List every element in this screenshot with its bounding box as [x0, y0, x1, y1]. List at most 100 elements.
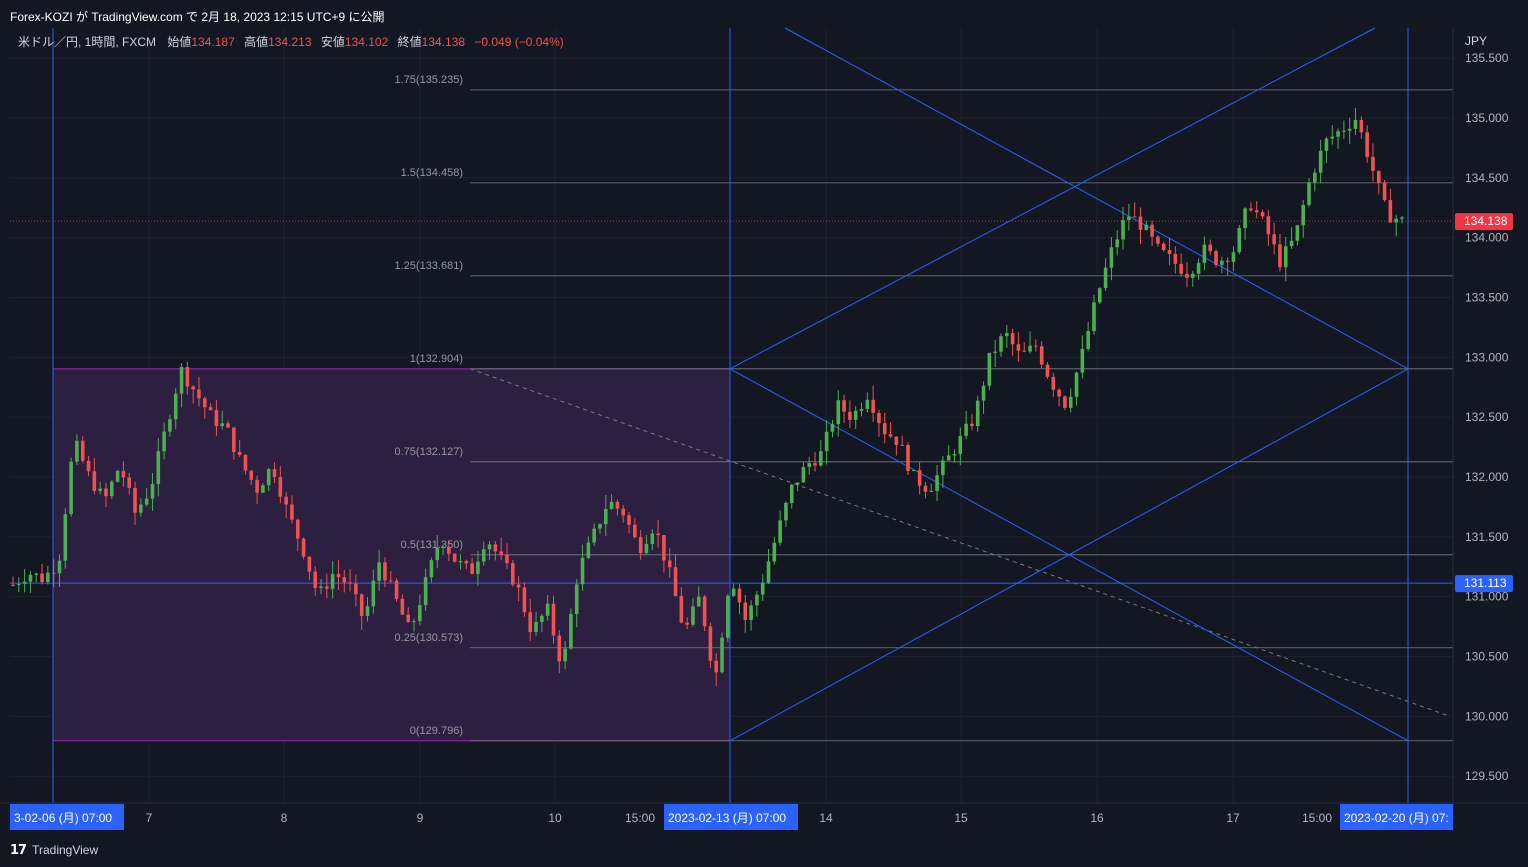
price-tick: 133.500 — [1465, 291, 1509, 305]
time-axis[interactable]: 3-02-06 (月) 07:00 7 8 9 10 15:00 2023-02-13 (月… — [0, 802, 1528, 833]
candle-body — [359, 594, 364, 616]
candle-body — [476, 561, 480, 574]
candle-body — [888, 434, 893, 437]
candle-body — [173, 393, 178, 420]
fib-label: 0(129.796) — [410, 725, 463, 737]
fib-levels: 1.75(135.235) 1.5(134.458) 1.25(133.681) 1(… — [395, 74, 1453, 742]
candle-body — [894, 436, 899, 445]
candle-body — [92, 471, 97, 491]
candle-body — [1039, 346, 1044, 365]
time-tick: 8 — [281, 811, 288, 825]
price-tick: 130.500 — [1465, 650, 1509, 664]
time-tick: 17 — [1226, 811, 1240, 825]
candle-body — [964, 423, 968, 436]
candle-body — [1272, 234, 1276, 245]
candle-body — [365, 606, 370, 616]
level-price-tag — [1455, 575, 1513, 593]
candle-body — [789, 484, 794, 503]
candle-body — [975, 400, 980, 427]
candle-body — [1289, 240, 1294, 247]
candle-body — [778, 520, 782, 543]
candle-body — [691, 606, 695, 625]
candle-body — [702, 596, 707, 627]
candle-body — [429, 560, 434, 578]
candle-body — [1347, 128, 1352, 131]
footer — [0, 833, 1528, 867]
candle-body — [819, 451, 823, 466]
candle-body — [795, 482, 800, 485]
candle-body — [266, 469, 271, 486]
price-tick: 132.000 — [1465, 470, 1509, 484]
fib-label: 1.25(133.681) — [395, 260, 464, 272]
candle-body — [191, 386, 195, 390]
candle-body — [1336, 131, 1340, 137]
candle-body — [853, 410, 858, 420]
candle-body — [633, 524, 637, 538]
candle-body — [348, 582, 352, 584]
candle-body — [917, 470, 922, 486]
candle-body — [609, 501, 614, 510]
candle-body — [1220, 260, 1224, 265]
candle-body — [760, 582, 765, 595]
candle-body — [307, 556, 312, 572]
candle-body — [441, 547, 445, 549]
candle-body — [394, 580, 399, 599]
candle-body — [824, 431, 829, 452]
candle-body — [946, 455, 951, 461]
candle-body — [656, 533, 660, 536]
candle-body — [970, 423, 974, 427]
candle-body — [557, 635, 562, 662]
price-tick: 133.000 — [1465, 350, 1509, 364]
candle-body — [516, 584, 521, 588]
candle-body — [261, 485, 265, 493]
gann-line — [784, 27, 1409, 370]
tradingview-logo[interactable]: 𝟭𝟳 TradingView — [10, 842, 98, 858]
time-tag — [10, 804, 124, 830]
candle-body — [1260, 212, 1265, 217]
candle-body — [452, 553, 457, 562]
gann-line — [729, 27, 1376, 370]
candle-body — [98, 488, 102, 491]
price-tick: 134.500 — [1465, 171, 1509, 185]
candle-body — [156, 451, 161, 485]
candle-body — [139, 504, 143, 513]
candle-body — [1214, 251, 1218, 265]
candle-body — [447, 547, 451, 554]
candle-body — [1034, 345, 1038, 347]
candle-body — [133, 487, 137, 513]
price-tick: 131.500 — [1465, 530, 1509, 544]
fib-label: 1.5(134.458) — [401, 167, 463, 179]
candle-body — [1080, 348, 1085, 373]
fib-label: 1(132.904) — [410, 353, 463, 365]
candle-body — [17, 583, 21, 585]
candle-body — [923, 485, 928, 492]
candle-body — [208, 407, 213, 411]
candle-body — [388, 580, 393, 582]
candle-body — [75, 440, 79, 462]
candle-body — [545, 603, 550, 616]
price-axis[interactable]: 135.500 135.000 134.500 134.000 133.500 133.0… — [1452, 28, 1528, 833]
candle-body — [551, 603, 556, 636]
candle-body — [1283, 246, 1288, 268]
candle-body — [1202, 244, 1207, 263]
price-tick: 135.000 — [1465, 111, 1509, 125]
candle-body — [1167, 249, 1172, 254]
candle-body — [1144, 224, 1149, 230]
candle-body — [1138, 216, 1143, 230]
candle-body — [912, 470, 916, 472]
candle-body — [237, 451, 242, 455]
publish-info: Forex-KOZI が TradingView.com で 2月 18, 20… — [10, 10, 385, 24]
candle-body — [534, 622, 538, 633]
candle-body — [830, 424, 835, 432]
time-tag-text: 2023-02-20 (月) 07: — [1344, 811, 1449, 825]
candle-body — [1313, 172, 1317, 183]
candle-body — [150, 484, 155, 499]
candle-body — [871, 399, 875, 413]
candle-body — [46, 572, 50, 582]
candle-body — [522, 587, 527, 613]
candle-body — [1208, 244, 1213, 252]
legend-open: 134.187 — [191, 35, 235, 49]
candle-body — [40, 573, 44, 582]
candle-body — [592, 528, 596, 543]
